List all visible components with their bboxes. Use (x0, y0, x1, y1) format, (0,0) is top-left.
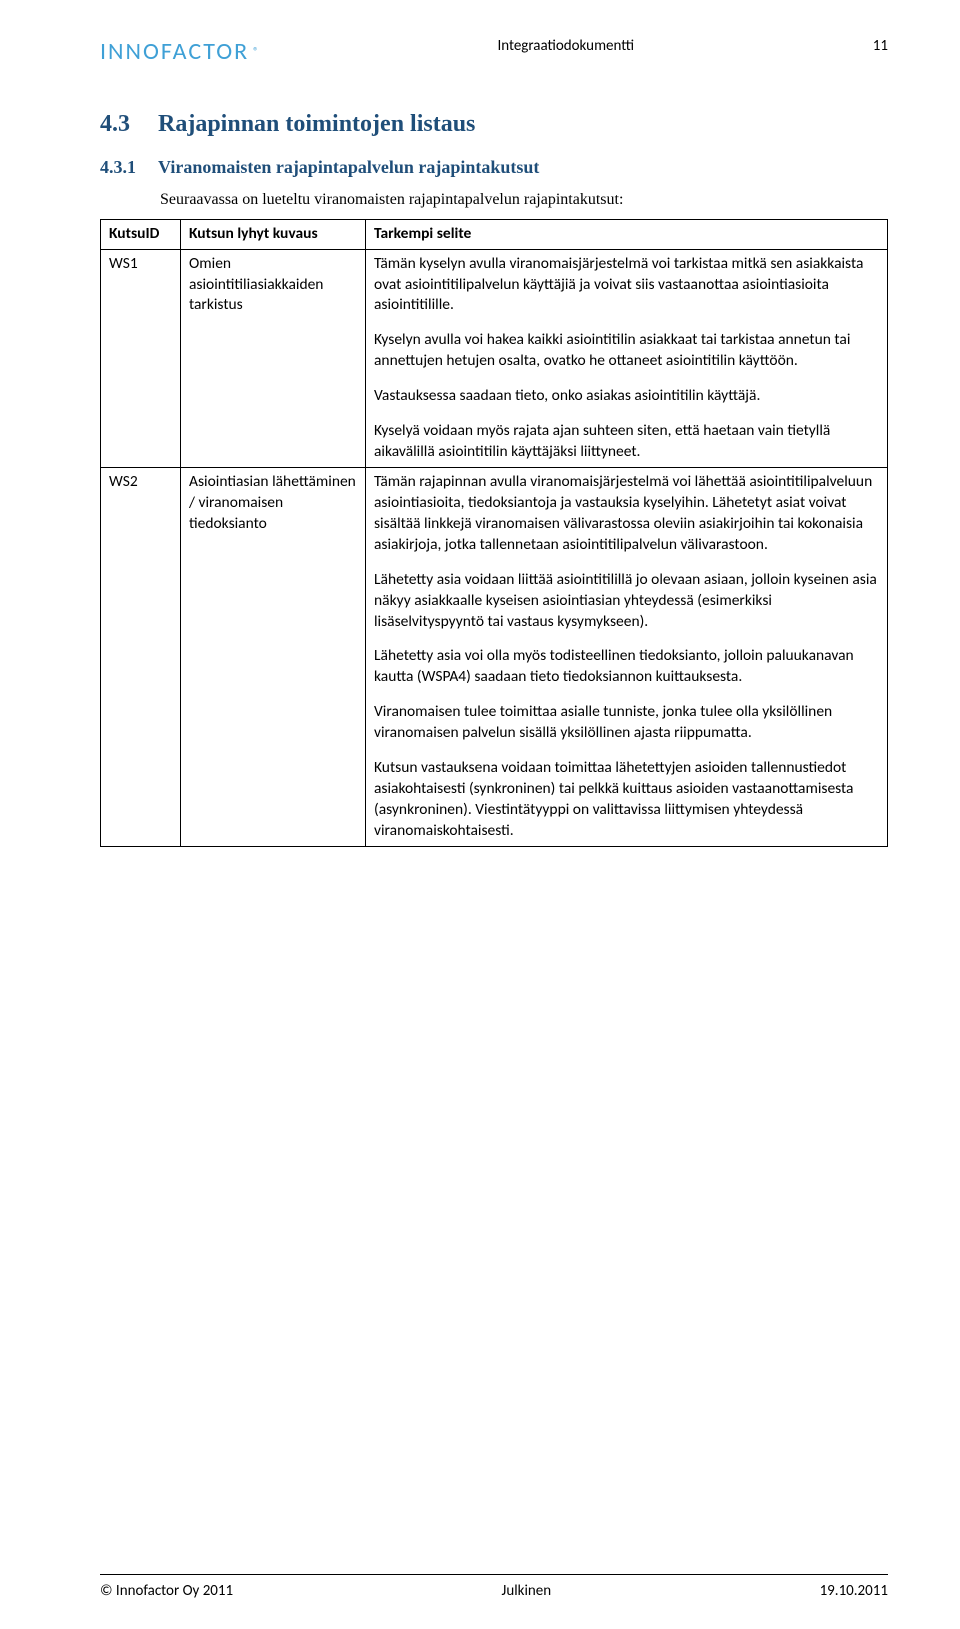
subsection-heading: 4.3.1Viranomaisten rajapintapalvelun raj… (100, 155, 888, 179)
detail-paragraph: Kyselyä voidaan myös rajata ajan suhteen… (374, 421, 879, 463)
cell-detail: Tämän kyselyn avulla viranomaisjärjestel… (366, 249, 888, 467)
cell-short: Asiointiasian lähettäminen / viranomaise… (181, 467, 366, 846)
cell-id: WS2 (101, 467, 181, 846)
detail-paragraph: Lähetetty asia voi olla myös todisteelli… (374, 646, 879, 688)
table-header-id: KutsuID (101, 219, 181, 249)
table-header-row: KutsuID Kutsun lyhyt kuvaus Tarkempi sel… (101, 219, 888, 249)
cell-id: WS1 (101, 249, 181, 467)
table-header-short: Kutsun lyhyt kuvaus (181, 219, 366, 249)
table-row: WS2Asiointiasian lähettäminen / viranoma… (101, 467, 888, 846)
section-title: Rajapinnan toimintojen listaus (158, 111, 475, 137)
page-header: INNOFACTOR ® Integraatiodokumentti 11 (100, 36, 888, 68)
table-row: WS1Omien asiointitiliasiakkaiden tarkist… (101, 249, 888, 467)
subsection-title: Viranomaisten rajapintapalvelun rajapint… (158, 157, 539, 177)
logo-text: INNOFACTOR (100, 36, 249, 68)
cell-short: Omien asiointitiliasiakkaiden tarkistus (181, 249, 366, 467)
section-heading: 4.3Rajapinnan toimintojen listaus (100, 108, 888, 140)
detail-paragraph: Vastauksessa saadaan tieto, onko asiakas… (374, 386, 879, 407)
footer-center: Julkinen (502, 1581, 552, 1601)
page-footer: © Innofactor Oy 2011 Julkinen 19.10.2011 (100, 1574, 888, 1601)
detail-paragraph: Tämän rajapinnan avulla viranomaisjärjes… (374, 472, 879, 556)
cell-detail: Tämän rajapinnan avulla viranomaisjärjes… (366, 467, 888, 846)
api-calls-table: KutsuID Kutsun lyhyt kuvaus Tarkempi sel… (100, 219, 888, 847)
footer-left: © Innofactor Oy 2011 (100, 1581, 233, 1601)
detail-paragraph: Tämän kyselyn avulla viranomaisjärjestel… (374, 254, 879, 317)
logo-registered-icon: ® (253, 45, 259, 60)
section-number: 4.3 (100, 108, 158, 140)
intro-paragraph: Seuraavassa on lueteltu viranomaisten ra… (160, 189, 888, 211)
detail-paragraph: Kyselyn avulla voi hakea kaikki asiointi… (374, 330, 879, 372)
table-header-detail: Tarkempi selite (366, 219, 888, 249)
page: INNOFACTOR ® Integraatiodokumentti 11 4.… (0, 0, 960, 1629)
detail-paragraph: Kutsun vastauksena voidaan toimittaa läh… (374, 758, 879, 842)
page-number: 11 (873, 36, 888, 56)
detail-paragraph: Viranomaisen tulee toimittaa asialle tun… (374, 702, 879, 744)
logo: INNOFACTOR ® (100, 36, 259, 68)
detail-paragraph: Lähetetty asia voidaan liittää asiointit… (374, 570, 879, 633)
footer-right: 19.10.2011 (820, 1581, 888, 1601)
subsection-number: 4.3.1 (100, 155, 158, 179)
document-title: Integraatiodokumentti (497, 36, 634, 56)
